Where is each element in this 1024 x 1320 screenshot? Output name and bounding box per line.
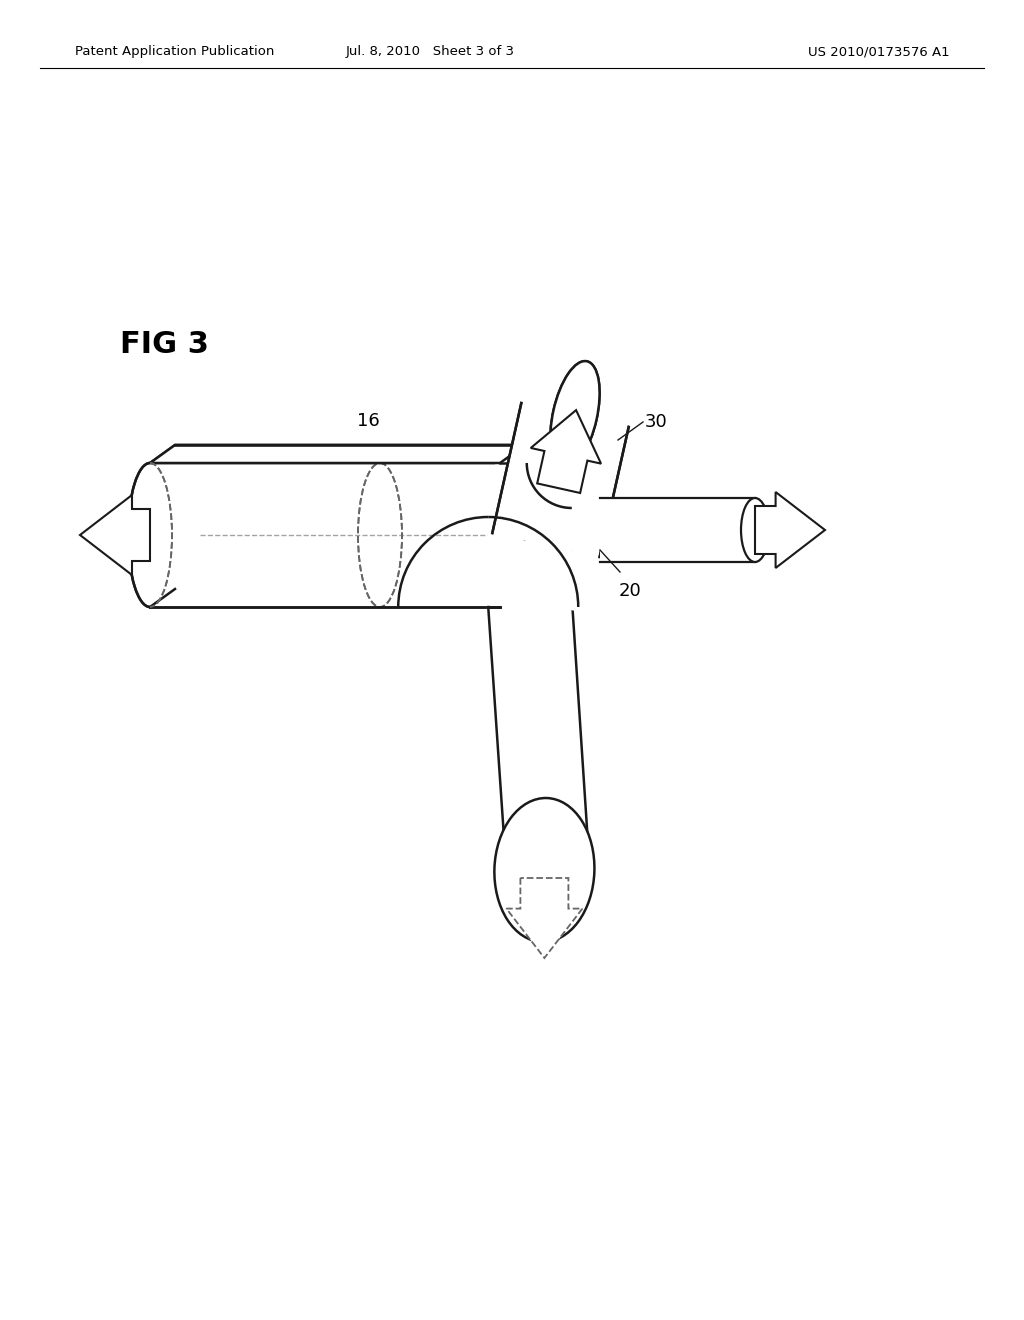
Text: 16: 16 (356, 412, 379, 430)
Text: Jul. 8, 2010   Sheet 3 of 3: Jul. 8, 2010 Sheet 3 of 3 (345, 45, 514, 58)
Text: US 2010/0173576 A1: US 2010/0173576 A1 (808, 45, 950, 58)
Text: 30: 30 (645, 413, 668, 432)
Polygon shape (495, 458, 581, 682)
Polygon shape (80, 495, 150, 576)
Polygon shape (755, 492, 825, 568)
Text: Patent Application Publication: Patent Application Publication (75, 45, 274, 58)
Ellipse shape (551, 362, 600, 469)
Polygon shape (487, 533, 605, 616)
Polygon shape (493, 403, 629, 557)
Polygon shape (150, 445, 525, 463)
Polygon shape (530, 411, 601, 492)
Ellipse shape (741, 498, 769, 562)
Text: FIG 3: FIG 3 (120, 330, 209, 359)
Polygon shape (486, 602, 590, 870)
Polygon shape (507, 878, 583, 958)
Polygon shape (150, 445, 525, 463)
Polygon shape (600, 498, 755, 562)
Ellipse shape (551, 362, 600, 469)
Ellipse shape (495, 799, 595, 942)
Text: 20: 20 (618, 582, 641, 601)
